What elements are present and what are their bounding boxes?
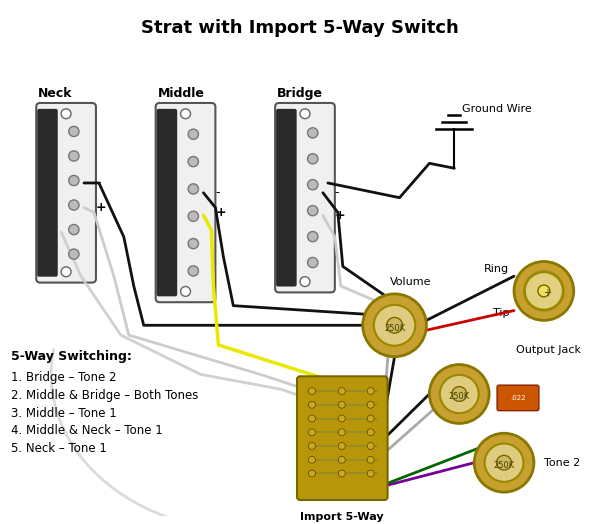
Circle shape [188,266,199,276]
Circle shape [474,433,534,492]
Circle shape [188,129,199,139]
Circle shape [308,456,316,463]
Circle shape [386,318,403,333]
Circle shape [68,126,79,137]
Circle shape [61,109,71,118]
Circle shape [300,277,310,287]
FancyBboxPatch shape [297,376,388,500]
FancyBboxPatch shape [37,109,58,277]
Text: Bridge: Bridge [277,87,323,100]
Text: 250K: 250K [449,392,470,401]
Circle shape [363,294,427,357]
Circle shape [300,109,310,118]
Circle shape [308,205,318,216]
Text: 250K: 250K [493,461,515,470]
Circle shape [497,455,512,470]
Text: Middle: Middle [158,87,205,100]
Text: +: + [335,209,346,222]
Circle shape [68,224,79,235]
Circle shape [524,272,563,310]
Circle shape [188,184,199,194]
Text: Tone 1: Tone 1 [499,389,535,399]
Circle shape [374,305,415,346]
Text: Volume: Volume [389,277,431,287]
Circle shape [68,151,79,161]
Text: Neck: Neck [38,87,73,100]
Text: Ring: Ring [484,264,509,275]
Text: 5. Neck – Tone 1: 5. Neck – Tone 1 [11,442,107,455]
Circle shape [188,211,199,221]
Text: -: - [96,177,100,190]
FancyBboxPatch shape [276,109,296,287]
Circle shape [338,415,345,422]
Circle shape [308,257,318,268]
FancyBboxPatch shape [36,103,96,282]
Text: Tone 2: Tone 2 [544,457,580,468]
Circle shape [308,401,316,408]
Circle shape [308,470,316,477]
Circle shape [308,154,318,164]
Text: .022: .022 [510,395,526,401]
Circle shape [452,387,467,401]
Text: Output Jack: Output Jack [517,345,581,355]
Circle shape [430,365,489,423]
Circle shape [308,232,318,242]
Circle shape [338,456,345,463]
Circle shape [61,267,71,277]
Circle shape [188,238,199,249]
Circle shape [68,176,79,185]
Text: 1. Bridge – Tone 2: 1. Bridge – Tone 2 [11,372,117,385]
Circle shape [367,401,374,408]
Circle shape [338,443,345,450]
Circle shape [181,109,191,118]
Circle shape [367,470,374,477]
Circle shape [440,375,479,413]
Circle shape [308,180,318,190]
Circle shape [338,388,345,395]
Text: 3. Middle – Tone 1: 3. Middle – Tone 1 [11,407,117,420]
Circle shape [367,429,374,435]
Circle shape [68,249,79,259]
Circle shape [485,443,523,482]
FancyBboxPatch shape [155,103,215,302]
Text: Strat with Import 5-Way Switch: Strat with Import 5-Way Switch [141,19,459,37]
FancyBboxPatch shape [157,109,177,297]
Text: 5-Way Switching:: 5-Way Switching: [11,350,132,363]
Circle shape [308,128,318,138]
Circle shape [538,285,550,297]
Circle shape [68,200,79,210]
Text: +: + [543,288,551,298]
Circle shape [338,470,345,477]
Circle shape [367,415,374,422]
Text: 250K: 250K [384,324,405,333]
Text: Import 5-Way: Import 5-Way [300,512,383,522]
Circle shape [308,429,316,435]
Circle shape [308,443,316,450]
Text: -: - [335,186,340,199]
Circle shape [308,415,316,422]
Circle shape [181,287,191,297]
Circle shape [367,456,374,463]
Text: 2. Middle & Bridge – Both Tones: 2. Middle & Bridge – Both Tones [11,389,199,402]
Circle shape [338,401,345,408]
Circle shape [514,261,574,320]
Text: +: + [215,206,226,219]
Circle shape [367,388,374,395]
Circle shape [188,157,199,167]
Text: Tip: Tip [493,308,509,318]
Circle shape [338,429,345,435]
FancyBboxPatch shape [497,385,539,411]
Circle shape [367,443,374,450]
Text: Ground Wire: Ground Wire [462,104,532,114]
FancyBboxPatch shape [275,103,335,292]
Text: +: + [96,201,107,214]
Circle shape [308,388,316,395]
Text: -: - [215,186,220,199]
Text: 4. Middle & Neck – Tone 1: 4. Middle & Neck – Tone 1 [11,424,163,438]
